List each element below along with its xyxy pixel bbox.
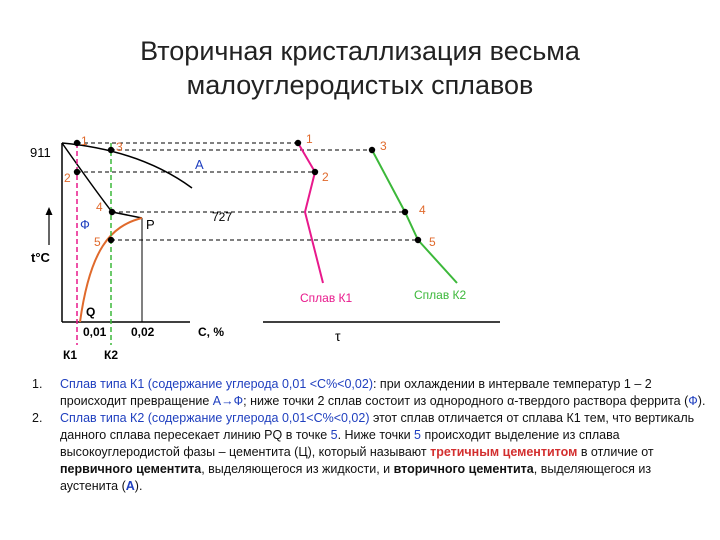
- ferrite-boundary-line: [61, 142, 113, 213]
- note-2: 2. Сплав типа К2 (содержание углерода 0,…: [32, 410, 707, 495]
- tick-001-label: 0,01: [83, 325, 107, 339]
- note-2-alloy-type: Сплав типа К2 (содержание углерода 0,01<…: [60, 411, 370, 425]
- note-2-text-c: происходит выделение из сплава высокоугл…: [60, 428, 620, 459]
- label-p1: 1: [81, 134, 88, 148]
- curve-label-5: 5: [429, 235, 436, 249]
- curve-point-1: [294, 139, 302, 147]
- note-2-primary-cementite: первичного цементита: [60, 462, 202, 476]
- curve-label-3: 3: [380, 139, 387, 153]
- k2-label: К2: [104, 348, 118, 362]
- note-2-text-g: ).: [134, 479, 143, 493]
- ap-line: [111, 211, 143, 219]
- point-5: [107, 236, 115, 244]
- point-4: [108, 208, 116, 216]
- label-p3: 3: [116, 140, 123, 154]
- note-2-number: 2.: [32, 411, 43, 425]
- curve-point-5: [414, 236, 422, 244]
- curve-point-3: [368, 146, 376, 154]
- note-1-text-b: ; ниже точки 2 сплав состоит из однородн…: [243, 394, 689, 408]
- label-p2: 2: [64, 171, 71, 185]
- tick-002-label: 0,02: [131, 325, 155, 339]
- k1-label: К1: [63, 348, 77, 362]
- note-2-text-e: , выделяющегося из жидкости, и: [201, 462, 394, 476]
- note-1-phase: Ф: [688, 394, 698, 408]
- curve-point-4: [401, 208, 409, 216]
- pq-line: [79, 217, 143, 323]
- curve-label-2: 2: [322, 170, 329, 184]
- cooling-curve-k2: [371, 149, 458, 284]
- note-2-text-a: этот сплав отличается от сплава К1 тем, …: [60, 411, 695, 442]
- title-line-1: Вторичная кристаллизация весьма: [140, 36, 580, 66]
- region-a-label: A: [195, 157, 204, 172]
- note-1-text-c: ).: [697, 394, 706, 408]
- curve-label-4: 4: [419, 203, 426, 217]
- point-q-label: Q: [86, 305, 95, 319]
- title-line-2: малоуглеродистых сплавов: [186, 70, 534, 100]
- note-1-transformation: А→Ф: [212, 394, 244, 408]
- note-1-alloy-type: Сплав типа К1 (содержание углерода 0,01 …: [60, 377, 373, 391]
- point-2: [73, 168, 81, 176]
- label-p5: 5: [94, 235, 101, 249]
- curve-point-2: [311, 168, 319, 176]
- temp-911-label: 911: [30, 145, 51, 160]
- cooling-curve-k1: [297, 142, 324, 284]
- notes-list: 1. Сплав типа К1 (содержание углерода 0,…: [32, 376, 707, 495]
- time-axis-label: τ: [335, 328, 341, 344]
- alloy-k1-label: Сплав К1: [300, 291, 353, 305]
- carbon-axis-label: C, %: [198, 325, 224, 339]
- note-2-text-d: в отличие от: [577, 445, 654, 459]
- point-p-label: P: [146, 217, 155, 232]
- temp-axis-label: t°C: [31, 250, 51, 265]
- slide-title: Вторичная кристаллизация весьма малоугле…: [0, 34, 720, 102]
- note-2-austenite: А: [125, 479, 135, 493]
- note-1-text-a: : при охлаждении в интервале температур …: [60, 377, 652, 408]
- note-2-text-b: . Ниже точки: [337, 428, 415, 442]
- note-2-tertiary-cementite: третичным цементитом: [430, 445, 578, 459]
- note-2-point-5b: 5: [414, 428, 421, 442]
- note-2-text-f: , выделяющегося из аустенита (: [60, 462, 652, 493]
- label-p4: 4: [96, 200, 103, 214]
- note-2-point-5a: 5: [330, 428, 338, 442]
- region-phi-label: Ф: [80, 217, 90, 232]
- temp-727-label: 727: [212, 210, 232, 224]
- temp-arrowhead: [45, 207, 53, 215]
- note-2-secondary-cementite: вторичного цементита: [393, 462, 534, 476]
- point-3: [107, 146, 115, 154]
- alloy-k2-label: Сплав К2: [414, 288, 467, 302]
- note-1-number: 1.: [32, 377, 43, 391]
- point-1: [73, 139, 81, 147]
- curve-label-1: 1: [306, 132, 313, 146]
- note-1: 1. Сплав типа К1 (содержание углерода 0,…: [32, 376, 707, 410]
